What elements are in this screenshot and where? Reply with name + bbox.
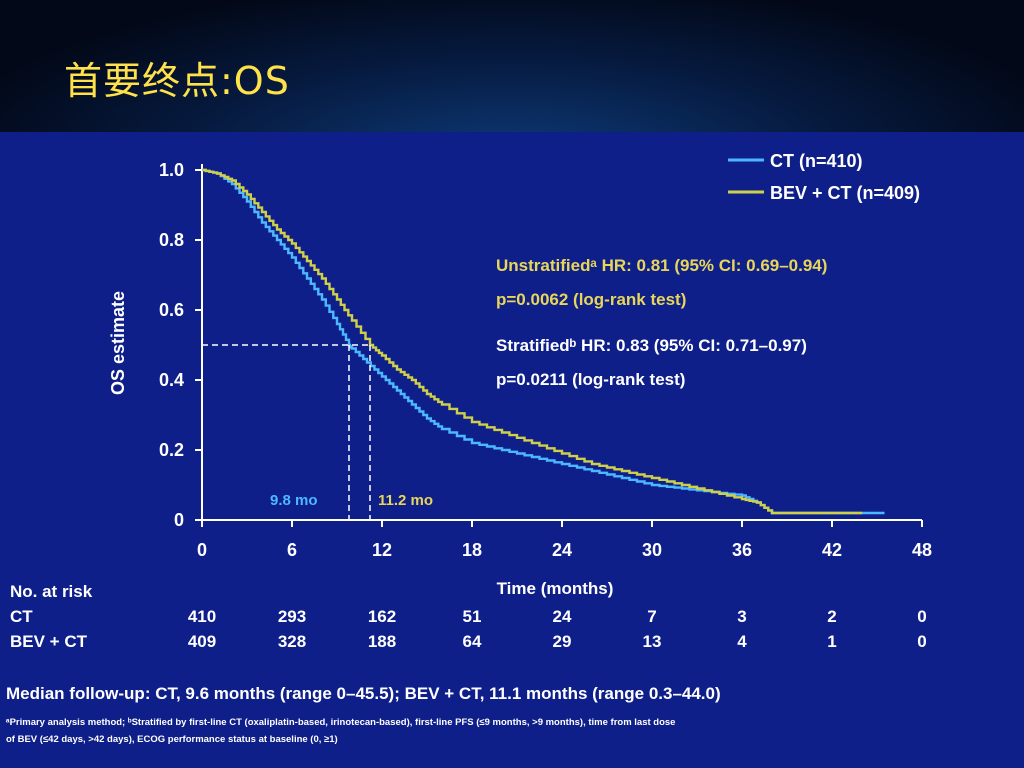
slide-title: 首要终点:OS bbox=[64, 59, 290, 103]
risk-cell: 64 bbox=[463, 632, 482, 651]
x-tick-label: 18 bbox=[462, 540, 482, 560]
chart-panel bbox=[0, 132, 1024, 768]
risk-cell: 410 bbox=[188, 607, 216, 626]
risk-cell: 162 bbox=[368, 607, 396, 626]
y-tick-label: 1.0 bbox=[159, 160, 184, 180]
footnote-line-2: of BEV (≤42 days, >42 days), ECOG perfor… bbox=[6, 734, 338, 745]
footnote-line-1: ᵃPrimary analysis method; ᵇStratified by… bbox=[6, 717, 675, 728]
x-axis-label: Time (months) bbox=[497, 579, 614, 598]
slide-header: 首要终点:OS bbox=[0, 0, 1024, 132]
risk-table-header: No. at risk bbox=[10, 582, 93, 601]
y-axis-label: OS estimate bbox=[108, 291, 128, 395]
risk-cell: 13 bbox=[643, 632, 662, 651]
risk-cell: 409 bbox=[188, 632, 216, 651]
x-tick-label: 30 bbox=[642, 540, 662, 560]
y-tick-label: 0.2 bbox=[159, 440, 184, 460]
survival-curves bbox=[202, 168, 885, 515]
x-tick-label: 42 bbox=[822, 540, 842, 560]
axes: 0 6 12 18 24 30 36 42 48 0 0.2 0.4 0.6 0.8 1.0 bbox=[159, 160, 932, 560]
x-tick-label: 6 bbox=[287, 540, 297, 560]
legend-label-ct: CT (n=410) bbox=[770, 151, 863, 171]
risk-row-label-bev: BEV + CT bbox=[10, 632, 88, 651]
risk-cell: 51 bbox=[463, 607, 482, 626]
risk-cell: 4 bbox=[737, 632, 747, 651]
risk-cell: 188 bbox=[368, 632, 396, 651]
risk-row-label-ct: CT bbox=[10, 607, 33, 626]
survival-curve-ct bbox=[202, 168, 885, 515]
risk-cell: 2 bbox=[827, 607, 836, 626]
legend: CT (n=410) BEV + CT (n=409) bbox=[728, 151, 920, 203]
risk-cell: 24 bbox=[553, 607, 572, 626]
median-follow-up: Median follow-up: CT, 9.6 months (range … bbox=[6, 684, 721, 703]
unstratified-hr: Unstratifiedᵃ HR: 0.81 (95% CI: 0.69–0.9… bbox=[496, 256, 827, 275]
y-tick-label: 0.8 bbox=[159, 230, 184, 250]
risk-cell: 293 bbox=[278, 607, 306, 626]
risk-cell: 0 bbox=[917, 607, 926, 626]
x-tick-label: 48 bbox=[912, 540, 932, 560]
risk-cell: 328 bbox=[278, 632, 306, 651]
x-tick-label: 24 bbox=[552, 540, 572, 560]
y-tick-label: 0.4 bbox=[159, 370, 184, 390]
risk-table: No. at risk CT BEV + CT 410 293 162 51 24 7 3 2… bbox=[10, 582, 927, 651]
risk-cell: 1 bbox=[827, 632, 836, 651]
x-tick-label: 12 bbox=[372, 540, 392, 560]
y-tick-label: 0 bbox=[174, 510, 184, 530]
risk-cell: 29 bbox=[553, 632, 572, 651]
legend-label-bev: BEV + CT (n=409) bbox=[770, 183, 920, 203]
median-lines bbox=[202, 344, 371, 520]
risk-cell: 7 bbox=[647, 607, 656, 626]
risk-cell: 3 bbox=[737, 607, 746, 626]
unstratified-p: p=0.0062 (log-rank test) bbox=[496, 290, 686, 309]
x-tick-label: 36 bbox=[732, 540, 752, 560]
median-label-bev: 11.2 mo bbox=[378, 492, 433, 509]
risk-cell: 0 bbox=[917, 632, 926, 651]
stratified-p: p=0.0211 (log-rank test) bbox=[496, 370, 685, 389]
x-tick-label: 0 bbox=[197, 540, 207, 560]
survival-curve-bev-ct bbox=[202, 168, 862, 515]
stratified-hr: Stratifiedᵇ HR: 0.83 (95% CI: 0.71–0.97) bbox=[496, 336, 807, 355]
median-label-ct: 9.8 mo bbox=[270, 492, 318, 509]
y-tick-label: 0.6 bbox=[159, 300, 184, 320]
